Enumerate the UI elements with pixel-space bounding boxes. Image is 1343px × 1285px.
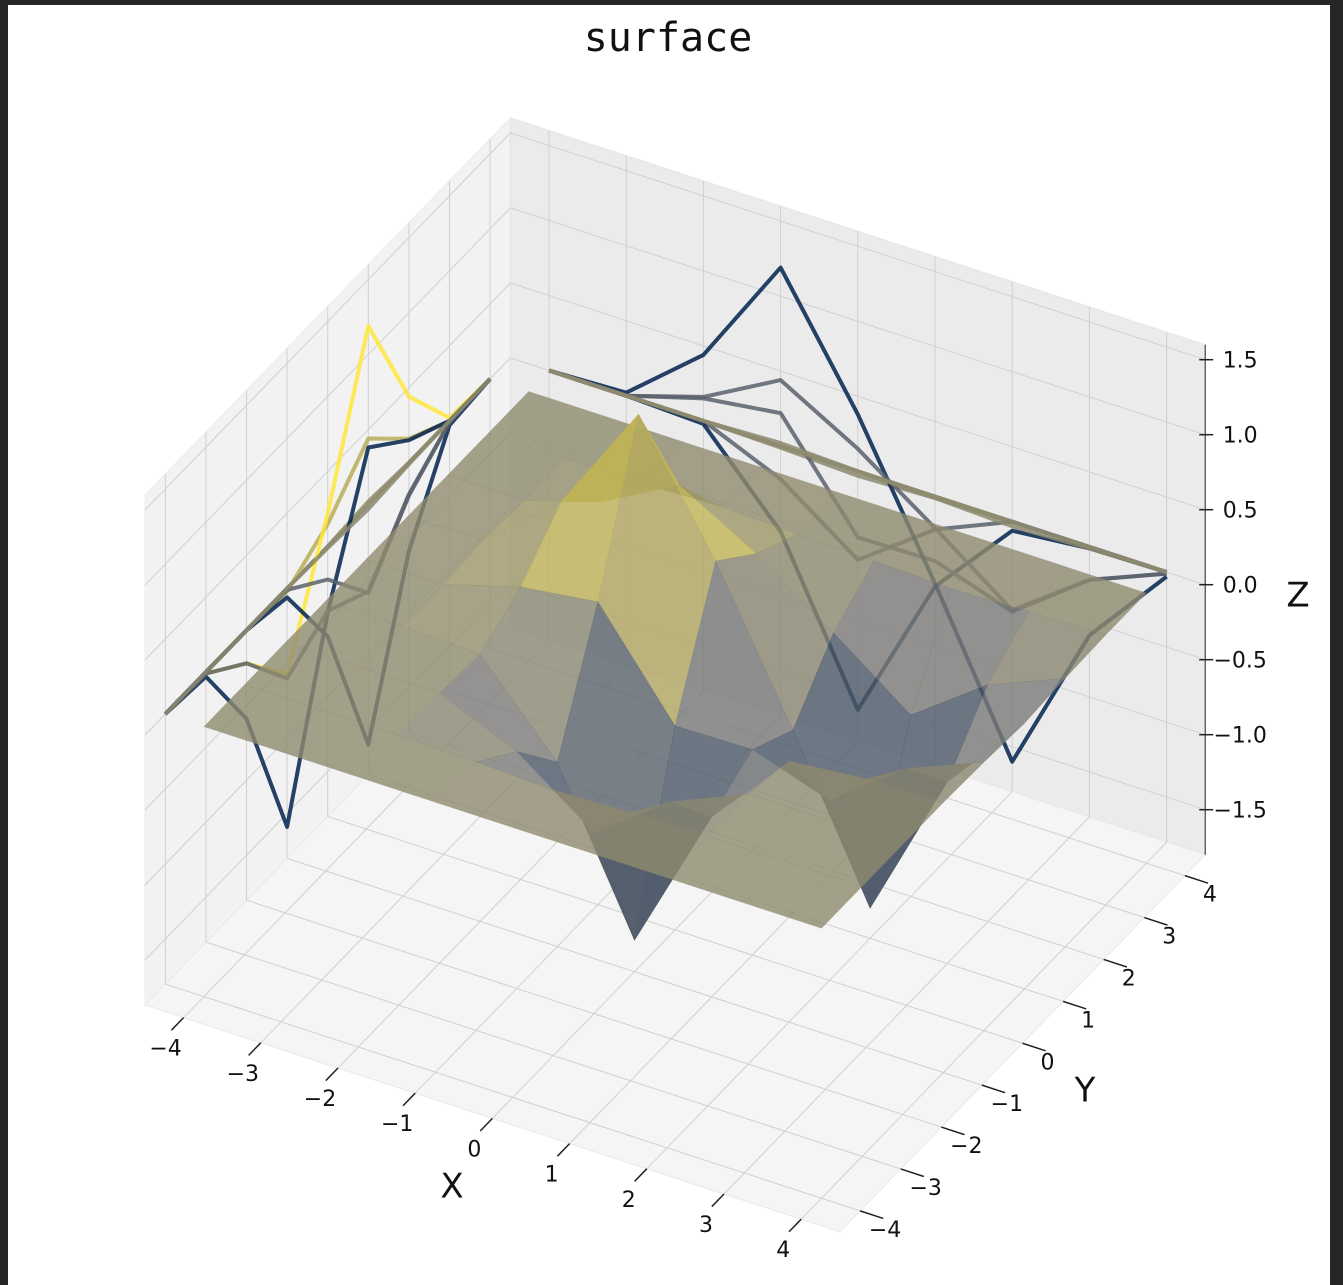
surface-patch (743, 860, 863, 929)
z-axis-label: Z (1286, 576, 1309, 616)
grid-line (144, 132, 511, 511)
grid-line (205, 941, 901, 1170)
y-tick (1062, 1000, 1087, 1010)
y-tick (1144, 916, 1168, 926)
x-tick-label: −1 (381, 1112, 413, 1137)
x-axis-label: X (440, 1167, 463, 1207)
y-tick-label: 1 (1081, 1008, 1095, 1033)
chart-title: surface (584, 15, 753, 61)
grid-line (510, 132, 1206, 361)
y-tick-label: −3 (909, 1176, 941, 1201)
x-tick (325, 1067, 339, 1082)
x-tick (170, 1017, 185, 1031)
grid-line (510, 282, 1206, 511)
grid-line (246, 899, 942, 1128)
x-tick-label: −4 (149, 1037, 181, 1062)
x-tick (788, 1218, 802, 1233)
x-tick-label: 4 (776, 1238, 790, 1263)
x-tick-label: −3 (227, 1062, 259, 1087)
z-tick-label: 0.0 (1223, 574, 1258, 599)
grid-line (144, 282, 511, 661)
z-tick-label: 1.5 (1223, 349, 1258, 374)
y-tick (1184, 874, 1209, 884)
z-tick-label: 1.0 (1223, 424, 1258, 449)
x-tick-label: 3 (699, 1213, 713, 1238)
y-tick-label: −2 (950, 1134, 982, 1159)
x-tick-label: −2 (304, 1087, 336, 1112)
y-tick (859, 1210, 884, 1220)
y-tick-label: 4 (1203, 883, 1217, 908)
y-tick-label: 2 (1122, 966, 1136, 991)
x-tick-label: 1 (545, 1163, 559, 1188)
y-tick-label: 3 (1162, 925, 1176, 950)
y-tick-label: 0 (1041, 1050, 1055, 1075)
grid-line (165, 983, 861, 1212)
y-axis-label: Y (1074, 1071, 1096, 1111)
y-tick-label: −4 (869, 1218, 901, 1243)
x-tick (479, 1117, 493, 1132)
grid-line (286, 857, 983, 1086)
z-tick-label: −0.5 (1213, 649, 1266, 674)
profile-back-wall (548, 368, 1168, 575)
y-tick-label: −1 (991, 1092, 1023, 1117)
z-tick-label: 0.5 (1223, 499, 1258, 524)
grid-line (510, 207, 1206, 436)
x-tick (248, 1042, 262, 1056)
grid-line (144, 207, 511, 586)
grid-line (327, 815, 1023, 1044)
y-tick (1103, 958, 1128, 968)
x-tick-label: 2 (622, 1188, 636, 1213)
profile-left-wall (163, 377, 492, 716)
y-tick (1022, 1042, 1046, 1052)
x-tick (711, 1193, 725, 1208)
x-tick-label: 0 (467, 1137, 481, 1162)
x-tick (634, 1168, 648, 1182)
y-tick (981, 1084, 1006, 1094)
z-tick-label: −1.5 (1213, 799, 1266, 824)
z-tick-label: −1.0 (1213, 724, 1266, 749)
y-tick (900, 1168, 925, 1178)
x-tick (402, 1092, 416, 1107)
x-tick (556, 1143, 571, 1157)
y-tick (941, 1126, 965, 1136)
